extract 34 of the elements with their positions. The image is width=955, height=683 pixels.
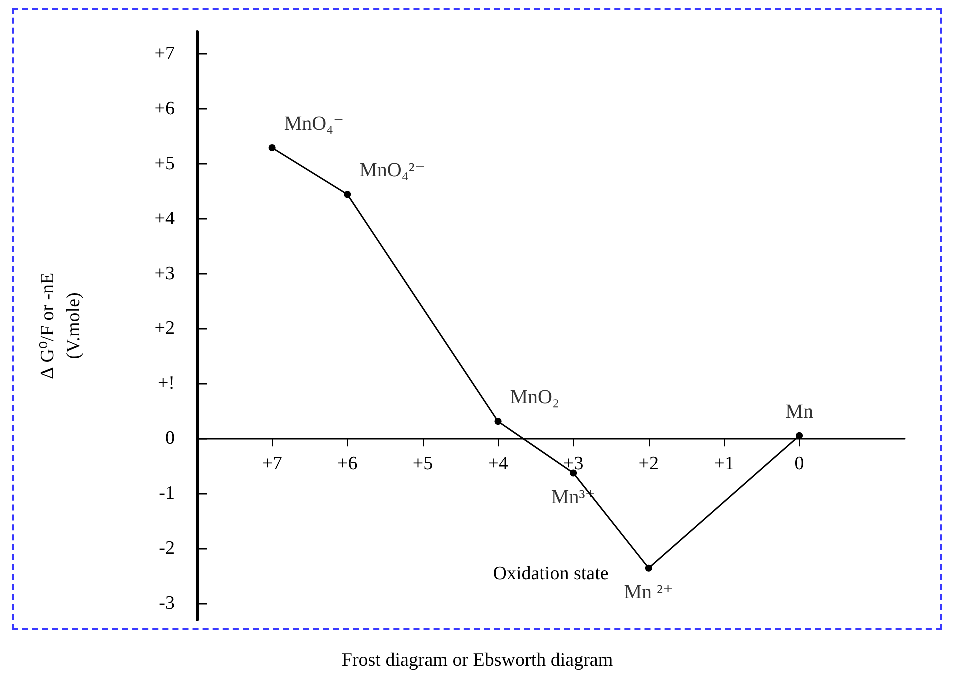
annotation: MnO₄²⁻ xyxy=(360,160,426,182)
annotation: Mn xyxy=(786,400,814,423)
point xyxy=(796,432,804,440)
point xyxy=(645,564,652,572)
x-tick-label: +6 xyxy=(338,454,358,475)
y-tick-label: -1 xyxy=(159,483,175,504)
x-tick-label: 0 xyxy=(794,454,804,475)
x-tick-label: +3 xyxy=(563,454,584,475)
point xyxy=(494,418,502,426)
y-tick-label: +4 xyxy=(154,208,176,230)
annotation: Mn ²⁺ xyxy=(624,581,674,604)
y-tick-label: +3 xyxy=(154,263,175,284)
y-tick-label: +2 xyxy=(154,318,175,340)
point xyxy=(268,144,276,152)
x-tick-label: +7 xyxy=(262,454,282,475)
y-tick-label: 0 xyxy=(166,428,175,450)
text: Frost diagram or Ebsworth diagram xyxy=(342,650,614,671)
x-tick-label: +1 xyxy=(714,454,734,475)
annotation: MnO₂ xyxy=(510,386,560,409)
x-tick-label: +2 xyxy=(638,454,660,475)
annotation: Mn³⁺ xyxy=(551,486,596,508)
x-tick-label: +4 xyxy=(488,454,509,475)
annotation: MnO₄⁻ xyxy=(284,112,344,135)
x-axis-title: Oxidation state xyxy=(493,564,609,585)
x-tick-label: +5 xyxy=(412,454,434,475)
y-tick-label: +! xyxy=(158,373,175,394)
y-tick-label: -3 xyxy=(159,593,175,614)
y-axis-title: ∆ G⁰/F or -nE (V.mole) xyxy=(38,272,84,380)
y-tick-label: -2 xyxy=(159,538,175,560)
y-tick-label: +5 xyxy=(154,153,175,174)
y-tick-label: +6 xyxy=(154,98,175,120)
point xyxy=(570,470,578,477)
y-tick-label: +7 xyxy=(154,43,175,64)
point xyxy=(344,191,352,198)
